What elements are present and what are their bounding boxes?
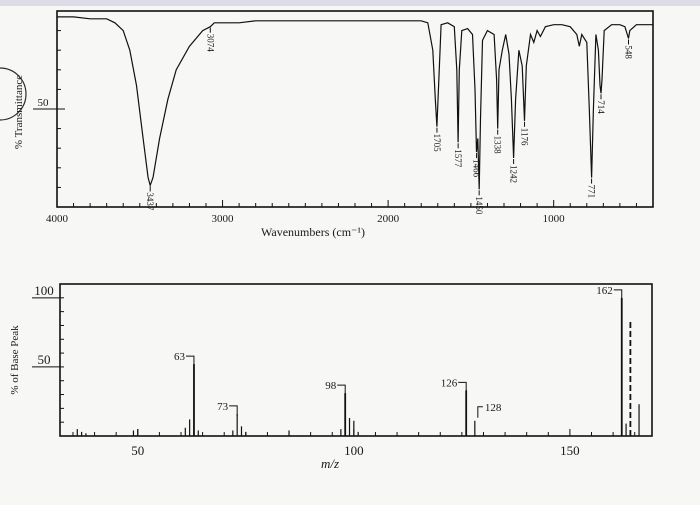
ms-y-tick-label: 100 — [34, 283, 54, 298]
edge-arc — [0, 67, 27, 121]
ms-peak-label: 73 — [217, 401, 229, 413]
ir-peak-label: 3437 — [145, 192, 155, 211]
ir-peak-label: 1242 — [509, 165, 519, 183]
ir-x-tick-label: 2000 — [377, 213, 400, 225]
ir-peak-label: 1176 — [520, 128, 530, 146]
ms-peak-label: 126 — [441, 377, 458, 389]
ms-plot-frame — [59, 283, 653, 437]
ms-peak-label: 128 — [485, 402, 502, 414]
ms-bar-group — [76, 297, 640, 436]
ir-x-tick-label: 4000 — [46, 213, 69, 225]
ir-y-tick-label: 50 — [38, 97, 50, 109]
ir-x-tick-label: 3000 — [212, 213, 235, 225]
ms-x-tick-label: 150 — [560, 443, 580, 458]
page-top-strip — [0, 0, 700, 6]
mass-spectrum-panel: 50 100 150 50 100 63 73 98 126 128 162 % of Base … — [9, 283, 653, 471]
ir-peak-label: 1338 — [493, 136, 503, 155]
ir-peak-label: 548 — [624, 45, 634, 59]
ms-peak-label: 98 — [325, 380, 337, 392]
ms-peak-label: 162 — [596, 285, 613, 297]
ir-x-axis-label: Wavenumbers (cm⁻¹) — [261, 225, 365, 239]
ms-peak-label-group: 63 73 98 126 128 162 — [174, 285, 623, 418]
ir-peak-label: 3074 — [205, 34, 215, 53]
ms-y-axis-label: % of Base Peak — [9, 325, 21, 395]
ir-peak-label: 771 — [587, 185, 597, 199]
ir-y-axis-label: % Transmittance — [13, 75, 25, 149]
ir-tick-group: 4000 3000 2000 1000 50 — [33, 30, 654, 225]
ms-y-tick-label: 50 — [38, 352, 51, 367]
ir-peak-label: 714 — [596, 100, 606, 114]
ms-x-tick-label: 100 — [344, 443, 364, 458]
ir-peak-label: 1466 — [472, 159, 482, 178]
ms-label-bracket — [458, 381, 467, 393]
ir-x-tick-label: 1000 — [543, 213, 566, 225]
ir-peak-label: 1705 — [432, 134, 442, 153]
ms-x-tick-label: 50 — [131, 443, 144, 458]
ir-peak-label-group: 3437 3074 1705 1577 1466 1450 1338 1242 1176 771 7… — [145, 27, 634, 215]
ms-label-bracket — [613, 289, 623, 300]
ir-spectrum-line — [57, 16, 653, 190]
ir-plot-frame — [56, 10, 654, 208]
ms-label-bracket — [477, 406, 483, 418]
ms-tick-group: 50 100 150 50 100 — [32, 283, 636, 458]
ir-spectrum-panel: 4000 3000 2000 1000 50 3437 3074 1705 1577 1466 1… — [13, 10, 654, 239]
ms-label-bracket — [185, 355, 195, 367]
ms-label-bracket — [337, 384, 346, 396]
ms-x-axis-label: m/z — [321, 456, 339, 471]
ms-label-bracket — [229, 405, 238, 416]
ir-peak-label: 1450 — [474, 196, 484, 215]
ms-peak-label: 63 — [174, 351, 186, 363]
ir-peak-label: 1577 — [453, 149, 463, 168]
